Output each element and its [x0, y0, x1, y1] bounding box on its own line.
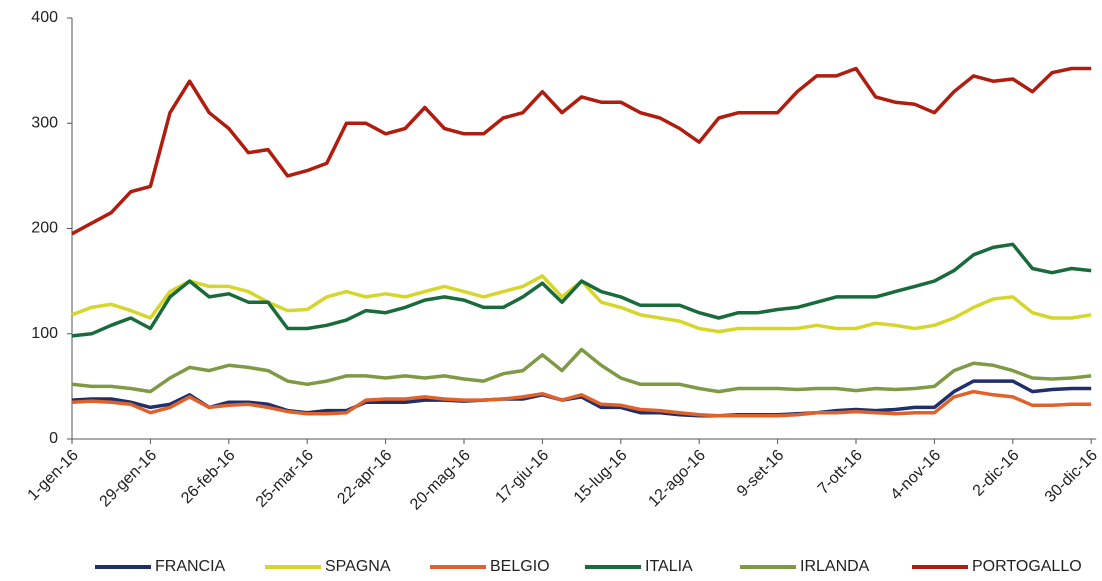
- x-tick-label: 26-feb-16: [178, 447, 239, 508]
- legend-label: SPAGNA: [325, 558, 391, 575]
- x-tick-label: 12-ago-16: [645, 447, 709, 511]
- x-tick-label: 15-lug-16: [571, 447, 631, 507]
- x-tick-label: 20-mag-16: [407, 447, 474, 514]
- y-tick-label: 100: [31, 325, 58, 342]
- line-series: [71, 379, 1092, 418]
- x-tick-label: 30-dic-16: [1042, 447, 1101, 506]
- legend-label: IRLANDA: [800, 558, 870, 575]
- legend-label: ITALIA: [645, 558, 693, 575]
- x-tick-label: 29-gen-16: [97, 447, 161, 511]
- x-tick-label: 7-ott-16: [815, 447, 866, 498]
- x-tick-label: 22-apr-16: [334, 447, 395, 508]
- line-series: [71, 242, 1092, 338]
- x-tick-label: 17-giu-16: [492, 447, 552, 507]
- line-series: [71, 347, 1092, 394]
- legend-label: FRANCIA: [155, 558, 226, 575]
- y-tick-label: 400: [31, 9, 58, 26]
- y-tick-label: 300: [31, 114, 58, 131]
- legend-label: PORTOGALLO: [972, 558, 1082, 575]
- line-series: [71, 389, 1092, 418]
- y-tick-label: 200: [31, 220, 58, 237]
- x-tick-label: 9-set-16: [734, 447, 788, 501]
- line-series: [71, 274, 1092, 334]
- line-series: [71, 66, 1092, 236]
- x-tick-label: 2-dic-16: [970, 447, 1023, 500]
- x-tick-label: 25-mar-16: [253, 447, 317, 511]
- legend-label: BELGIO: [490, 558, 550, 575]
- x-tick-label: 4-nov-16: [888, 447, 945, 504]
- x-tick-label: 1-gen-16: [25, 447, 82, 504]
- y-tick-label: 0: [49, 430, 58, 447]
